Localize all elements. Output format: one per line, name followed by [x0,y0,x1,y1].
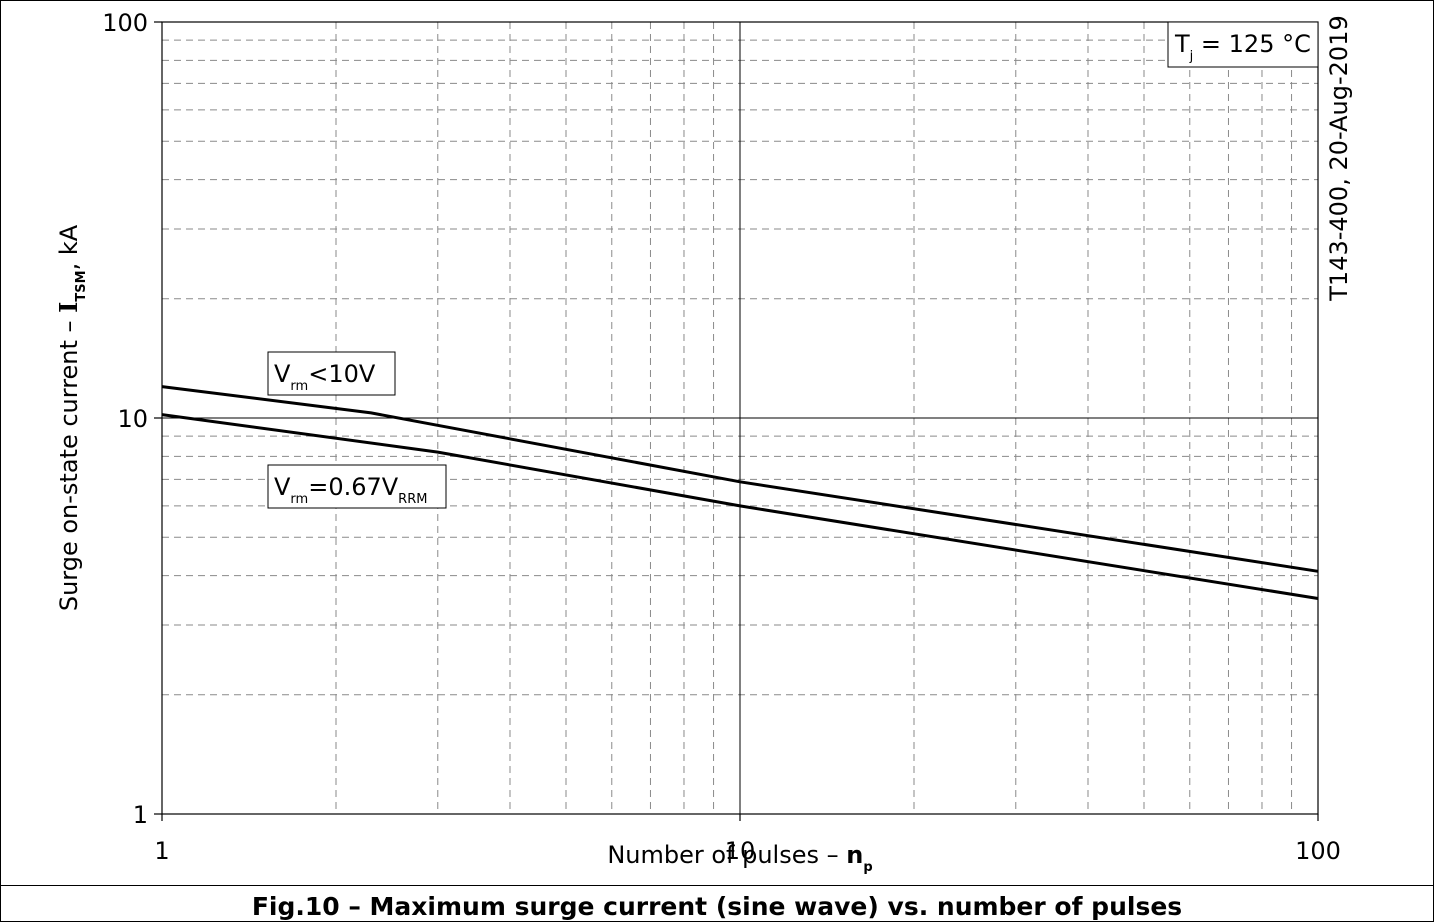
condition-label: Tj = 125 °C [1174,30,1311,64]
series-label-box-2 [267,464,447,509]
y-tick-label: 1 [133,801,148,829]
series-label-box-1 [267,351,396,396]
y-tick-label: 10 [117,405,148,433]
series-line-2 [161,413,1319,600]
series-label-2: Vrm=0.67VRRM [274,473,427,507]
x-tick-label: 10 [725,837,756,865]
series-line-1 [161,385,1319,573]
series-label-1: Vrm<10V [274,360,376,394]
y-axis-label: Surge on-state current – ITSM, kA [54,224,89,611]
side-note: T143-400, 20-Aug-2019 [1325,15,1353,301]
caption-bar: Fig.10 – Maximum surge current (sine wav… [0,885,1434,923]
x-axis-label: Number of pulses – np [607,841,872,875]
figure-caption: Fig.10 – Maximum surge current (sine wav… [251,892,1183,921]
x-tick-label: 1 [154,837,169,865]
y-tick-label: 100 [102,9,148,37]
condition-box [1167,21,1319,68]
surge-current-chart: 1 10 100 1 10 100 Vrm<10V Vrm=0.67VRRM Tj = 125 … [54,9,1353,875]
x-tick-label: 100 [1295,837,1341,865]
